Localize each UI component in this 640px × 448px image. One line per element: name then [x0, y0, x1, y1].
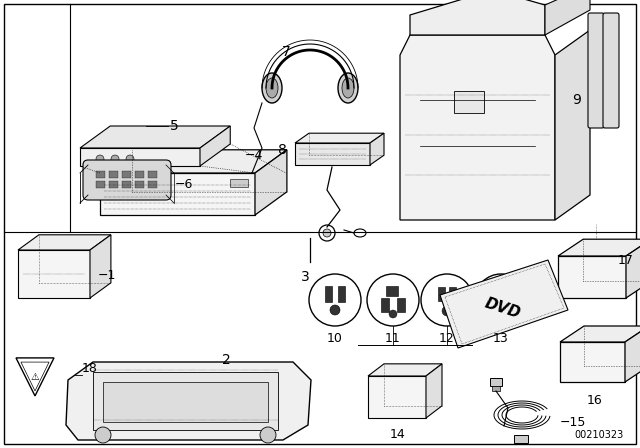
- Ellipse shape: [338, 73, 358, 103]
- Circle shape: [260, 427, 276, 443]
- Bar: [103, 382, 268, 422]
- Circle shape: [421, 274, 473, 326]
- Text: 5: 5: [170, 119, 179, 133]
- Bar: [397, 298, 405, 312]
- Text: 14: 14: [390, 428, 406, 441]
- Text: 00210323: 00210323: [575, 430, 624, 440]
- Bar: [325, 286, 332, 302]
- Polygon shape: [80, 148, 200, 166]
- Circle shape: [96, 155, 104, 163]
- Text: −4: −4: [245, 148, 264, 161]
- Ellipse shape: [354, 229, 366, 237]
- Polygon shape: [80, 126, 230, 148]
- Text: 18: 18: [82, 362, 98, 375]
- Ellipse shape: [266, 78, 278, 98]
- Circle shape: [330, 305, 340, 315]
- Polygon shape: [200, 126, 230, 166]
- FancyBboxPatch shape: [83, 160, 171, 200]
- Ellipse shape: [262, 73, 282, 103]
- Bar: [109, 171, 118, 178]
- Text: 11: 11: [385, 332, 401, 345]
- Circle shape: [323, 229, 331, 237]
- Text: −1: −1: [98, 268, 116, 281]
- Text: 8: 8: [278, 143, 287, 157]
- Bar: [438, 287, 445, 301]
- Bar: [454, 90, 484, 112]
- Circle shape: [487, 287, 497, 297]
- Bar: [135, 171, 144, 178]
- Circle shape: [309, 274, 361, 326]
- Polygon shape: [370, 133, 384, 165]
- Bar: [230, 179, 248, 187]
- Polygon shape: [100, 173, 255, 215]
- Polygon shape: [18, 235, 111, 250]
- FancyBboxPatch shape: [588, 13, 604, 128]
- Polygon shape: [440, 260, 568, 348]
- Text: 3: 3: [301, 270, 309, 284]
- Text: 9: 9: [572, 93, 581, 107]
- Polygon shape: [625, 326, 640, 382]
- Bar: [135, 181, 144, 188]
- Text: DVD: DVD: [483, 295, 523, 321]
- Bar: [122, 181, 131, 188]
- Bar: [148, 181, 157, 188]
- Circle shape: [111, 155, 119, 163]
- Text: 2: 2: [222, 353, 231, 367]
- Polygon shape: [21, 362, 49, 391]
- Polygon shape: [558, 256, 626, 298]
- Circle shape: [319, 225, 335, 241]
- Text: ⚠: ⚠: [31, 372, 40, 382]
- Polygon shape: [368, 376, 426, 418]
- Circle shape: [389, 310, 397, 318]
- Bar: [96, 181, 105, 188]
- Polygon shape: [16, 358, 54, 396]
- Polygon shape: [18, 250, 90, 298]
- Bar: [109, 181, 118, 188]
- Bar: [148, 171, 157, 178]
- Text: 13: 13: [493, 332, 509, 345]
- Text: −15: −15: [560, 415, 586, 428]
- Bar: [490, 378, 502, 386]
- Bar: [338, 286, 345, 302]
- Polygon shape: [295, 143, 370, 165]
- Circle shape: [367, 274, 419, 326]
- Text: −6: −6: [175, 177, 193, 190]
- Polygon shape: [66, 362, 311, 440]
- Polygon shape: [255, 150, 287, 215]
- Polygon shape: [100, 150, 287, 173]
- Polygon shape: [545, 0, 590, 35]
- Circle shape: [95, 427, 111, 443]
- Bar: [122, 171, 131, 178]
- Text: 7: 7: [282, 45, 291, 59]
- Text: 16: 16: [587, 394, 603, 407]
- Circle shape: [475, 274, 527, 326]
- Polygon shape: [626, 239, 640, 298]
- Polygon shape: [560, 326, 640, 342]
- FancyBboxPatch shape: [603, 13, 619, 128]
- Polygon shape: [400, 35, 555, 220]
- Polygon shape: [90, 235, 111, 298]
- Text: 17: 17: [618, 254, 634, 267]
- Text: 12: 12: [439, 332, 455, 345]
- Circle shape: [126, 155, 134, 163]
- Circle shape: [442, 306, 452, 316]
- Polygon shape: [426, 364, 442, 418]
- Bar: [381, 298, 389, 312]
- Bar: [93, 372, 278, 430]
- Bar: [492, 386, 500, 391]
- Bar: [386, 286, 398, 296]
- Polygon shape: [368, 364, 442, 376]
- Bar: [449, 287, 456, 301]
- Polygon shape: [410, 0, 545, 35]
- Polygon shape: [555, 30, 590, 220]
- Bar: [96, 171, 105, 178]
- Polygon shape: [560, 342, 625, 382]
- Polygon shape: [295, 133, 384, 143]
- Bar: [514, 435, 528, 443]
- Circle shape: [505, 287, 515, 297]
- Text: 10: 10: [327, 332, 343, 345]
- Circle shape: [496, 305, 506, 315]
- Polygon shape: [558, 239, 640, 256]
- Ellipse shape: [342, 78, 354, 98]
